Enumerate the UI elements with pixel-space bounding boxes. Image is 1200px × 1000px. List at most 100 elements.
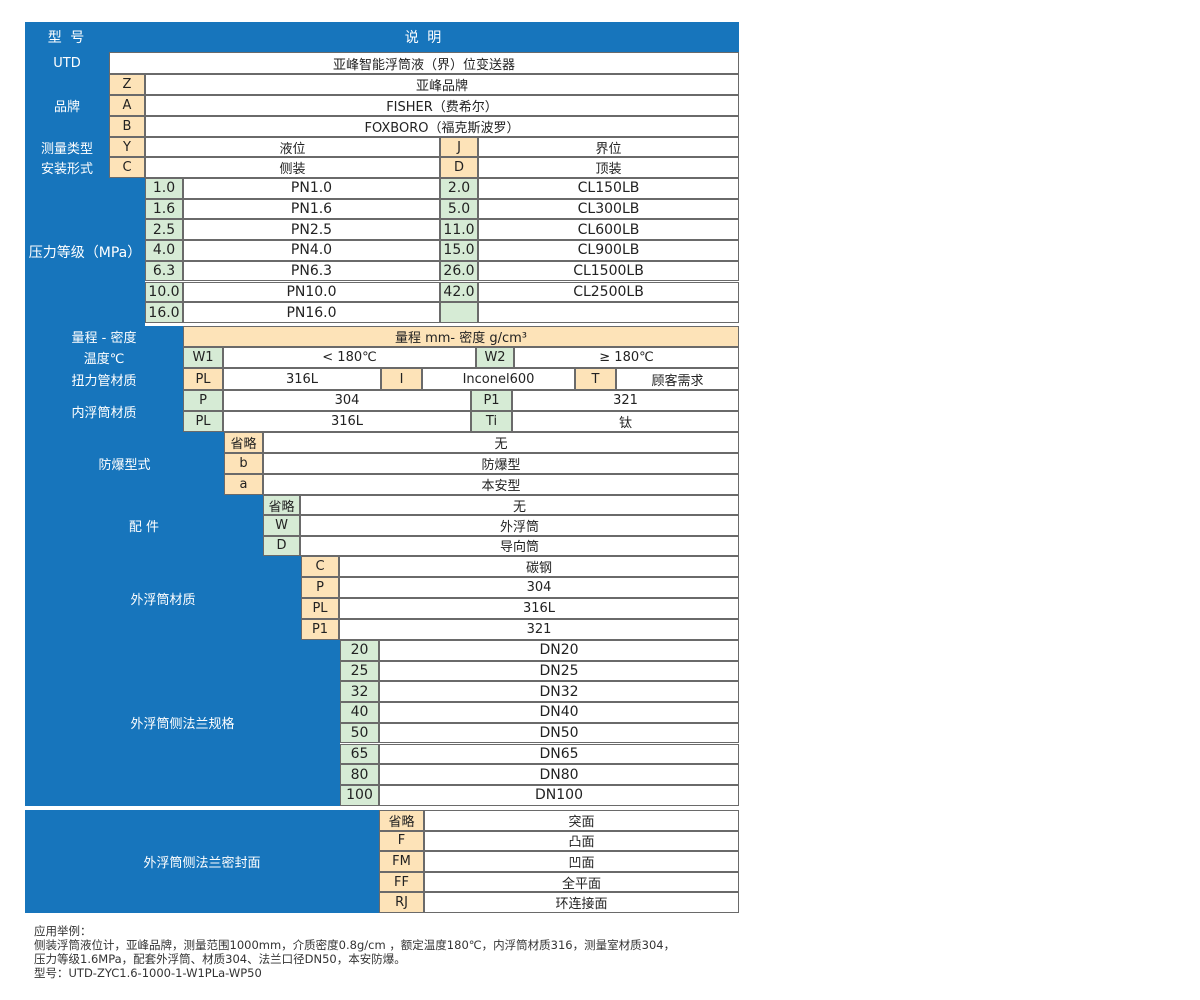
outer-float-material-code: P1 [301, 619, 339, 640]
flange-spec-value: DN25 [379, 660, 739, 682]
flange-seal-value: 全平面 [424, 871, 739, 893]
explosion-proof-value: 防爆型 [263, 453, 739, 474]
pressure-class-value: CL600LB [478, 219, 739, 241]
explosion-proof-code: a [224, 474, 263, 495]
inner-float-code: Ti [471, 411, 512, 432]
inner-float-label: 内浮筒材质 [25, 390, 183, 432]
pressure-code: 16.0 [145, 302, 183, 323]
temperature-label: 温度℃ [25, 347, 183, 368]
pressure-class-value: CL1500LB [478, 260, 739, 282]
flange-seal-value: 环连接面 [424, 892, 739, 913]
accessory-value: 外浮筒 [300, 515, 739, 536]
torque-tube-label: 扭力管材质 [25, 368, 183, 390]
install-form-label: 安装形式 [25, 157, 109, 178]
explosion-proof-code: 省略 [224, 432, 263, 453]
brand-code: A [109, 95, 145, 116]
pressure-pn-value: PN4.0 [183, 240, 440, 261]
install-form-value: 顶装 [478, 157, 739, 178]
pressure-code: 2.0 [440, 178, 478, 199]
torque-tube-code: I [381, 368, 422, 390]
pressure-code: 4.0 [145, 240, 183, 261]
flange-spec-code: 25 [340, 660, 379, 682]
outer-float-material-value: 碳钢 [339, 556, 739, 577]
explosion-proof-code: b [224, 453, 263, 474]
pressure-empty-code [440, 302, 478, 323]
flange-spec-value: DN80 [379, 764, 739, 785]
pressure-class-value: CL300LB [478, 198, 739, 220]
pressure-code: 10.0 [145, 281, 183, 303]
install-form-code: D [440, 157, 478, 178]
flange-spec-code: 20 [340, 640, 379, 661]
accessory-code: W [263, 515, 300, 536]
pressure-code: 11.0 [440, 219, 478, 241]
range-density-label: 量程 - 密度 [25, 326, 183, 347]
brand-value: FISHER（费希尔） [145, 95, 739, 116]
flange-spec-code: 65 [340, 743, 379, 765]
example-line: 侧装浮筒液位计，亚峰品牌，测量范围1000mm，介质密度0.8g/cm ，额定温… [34, 938, 676, 952]
outer-float-material-value: 316L [339, 598, 739, 619]
torque-tube-value: 316L [223, 368, 381, 390]
pressure-code: 15.0 [440, 240, 478, 261]
torque-tube-code: PL [183, 368, 223, 390]
outer-float-material-value: 304 [339, 577, 739, 598]
brand-code: B [109, 116, 145, 137]
install-form-value: 侧装 [145, 157, 440, 178]
explosion-proof-value: 本安型 [263, 474, 739, 495]
inner-float-code: P [183, 390, 223, 411]
flange-spec-value: DN65 [379, 743, 739, 765]
flange-spec-code: 80 [340, 764, 379, 785]
outer-float-material-code: C [301, 556, 339, 577]
accessory-label: 配 件 [25, 495, 263, 556]
outer-float-material-label: 外浮筒材质 [25, 556, 301, 640]
flange-seal-value: 凹面 [424, 851, 739, 872]
flange-spec-label: 外浮筒侧法兰规格 [25, 640, 340, 806]
pressure-pn-value: PN2.5 [183, 219, 440, 241]
pressure-class-value: CL900LB [478, 240, 739, 261]
outer-float-material-value: 321 [339, 619, 739, 640]
flange-seal-code: FF [379, 871, 424, 893]
example-title: 应用举例： [34, 924, 92, 938]
brand-label: 品牌 [25, 74, 109, 137]
torque-tube-code: T [575, 368, 616, 390]
flange-spec-code: 40 [340, 702, 379, 723]
brand-value: 亚峰品牌 [145, 74, 739, 95]
torque-tube-value: 顾客需求 [616, 368, 739, 390]
measure-type-value: 界位 [478, 137, 739, 157]
explosion-proof-value: 无 [263, 432, 739, 453]
pressure-code: 5.0 [440, 198, 478, 220]
measure-type-code: J [440, 137, 478, 157]
pressure-class-value: CL2500LB [478, 281, 739, 303]
example-line: 压力等级1.6MPa，配套外浮筒、材质304、法兰口径DN50，本安防爆。 [34, 952, 406, 966]
install-form-code: C [109, 157, 145, 178]
measure-type-label: 测量类型 [25, 137, 109, 157]
flange-spec-code: 100 [340, 784, 379, 806]
pressure-code: 2.5 [145, 219, 183, 241]
pressure-pn-value: PN10.0 [183, 281, 440, 303]
flange-spec-value: DN40 [379, 702, 739, 723]
pressure-code: 1.6 [145, 198, 183, 220]
temperature-value: < 180℃ [223, 347, 476, 368]
range-density-value: 量程 mm- 密度 g/cm³ [183, 326, 739, 347]
measure-type-value: 液位 [145, 137, 440, 157]
pressure-code: 42.0 [440, 281, 478, 303]
pressure-code: 6.3 [145, 260, 183, 282]
inner-float-value: 钛 [512, 411, 739, 432]
inner-float-value: 316L [223, 411, 471, 432]
example-model: 型号：UTD-ZYC1.6-1000-1-W1PLa-WP50 [34, 966, 262, 980]
flange-spec-value: DN50 [379, 722, 739, 744]
pressure-empty-value [478, 302, 739, 323]
outer-float-material-code: P [301, 577, 339, 598]
pressure-pn-value: PN6.3 [183, 260, 440, 282]
temperature-code: W2 [476, 347, 514, 368]
flange-spec-code: 32 [340, 681, 379, 703]
pressure-code: 26.0 [440, 260, 478, 282]
torque-tube-value: Inconel600 [422, 368, 575, 390]
temperature-value: ≥ 180℃ [514, 347, 739, 368]
flange-seal-code: F [379, 830, 424, 852]
pressure-pn-value: PN1.6 [183, 198, 440, 220]
brand-code: Z [109, 74, 145, 95]
measure-type-code: Y [109, 137, 145, 157]
flange-spec-value: DN32 [379, 681, 739, 703]
description-column-header: 说 明 [109, 22, 739, 52]
